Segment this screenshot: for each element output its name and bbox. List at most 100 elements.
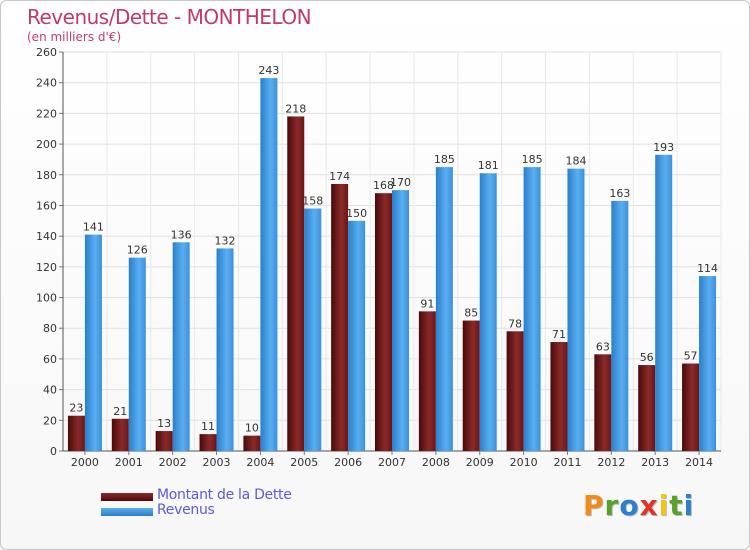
proxiti-logo: Proxiti	[583, 489, 694, 522]
bar-debt	[638, 365, 656, 451]
bar-debt	[287, 116, 305, 451]
y-tick-label: 120	[36, 261, 57, 274]
y-tick-label: 60	[43, 353, 57, 366]
y-tick-label: 0	[50, 445, 57, 458]
data-label-revenus: 141	[83, 221, 104, 234]
logo-letter: r	[604, 489, 620, 522]
data-label-revenus: 114	[697, 262, 718, 275]
bar-debt	[199, 434, 217, 451]
x-tick-label: 2006	[334, 456, 362, 469]
x-tick-label: 2001	[115, 456, 143, 469]
bar-revenus	[479, 173, 497, 451]
y-tick-label: 100	[36, 292, 57, 305]
legend-swatch-debt	[101, 493, 153, 501]
bar-debt	[594, 354, 612, 451]
y-tick-label: 180	[36, 169, 57, 182]
x-tick-label: 2000	[71, 456, 99, 469]
x-tick-label: 2013	[641, 456, 669, 469]
bar-revenus	[216, 248, 234, 451]
bar-revenus	[348, 220, 366, 451]
logo-letter: x	[639, 489, 659, 522]
logo-letter: t	[669, 489, 684, 522]
bar-revenus	[699, 276, 717, 451]
logo-letter: P	[583, 489, 605, 522]
y-tick-label: 80	[43, 322, 57, 335]
x-tick-label: 2003	[203, 456, 231, 469]
y-tick-label: 220	[36, 107, 57, 120]
chart-title: Revenus/Dette - MONTHELON	[27, 5, 312, 29]
data-label-revenus: 132	[215, 234, 236, 247]
bar-debt	[155, 431, 173, 451]
x-tick-label: 2010	[510, 456, 538, 469]
x-tick-label: 2005	[290, 456, 318, 469]
x-tick-label: 2014	[685, 456, 713, 469]
x-tick-label: 2004	[246, 456, 274, 469]
y-tick-label: 40	[43, 384, 57, 397]
x-tick-label: 2009	[466, 456, 494, 469]
bar-revenus	[172, 242, 190, 451]
legend-label-revenus: Revenus	[157, 502, 215, 518]
bar-debt	[418, 311, 436, 451]
bar-revenus	[128, 257, 146, 451]
bar-debt	[67, 415, 85, 451]
data-label-revenus: 243	[258, 64, 279, 77]
y-tick-label: 160	[36, 199, 57, 212]
bar-debt	[111, 418, 129, 451]
data-label-debt: 21	[113, 405, 127, 418]
data-label-debt: 91	[420, 297, 434, 310]
data-label-revenus: 126	[127, 244, 148, 257]
logo-letter: o	[619, 489, 640, 522]
y-tick-label: 260	[36, 46, 57, 59]
y-tick-label: 240	[36, 77, 57, 90]
x-tick-label: 2002	[159, 456, 187, 469]
bar-revenus	[611, 200, 629, 451]
y-tick-label: 20	[43, 414, 57, 427]
data-label-revenus: 170	[390, 176, 411, 189]
y-tick-label: 140	[36, 230, 57, 243]
data-label-debt: 56	[640, 351, 654, 364]
bar-debt	[506, 331, 524, 451]
bar-revenus	[567, 168, 585, 451]
data-label-revenus: 185	[522, 153, 543, 166]
x-tick-label: 2011	[553, 456, 581, 469]
x-tick-label: 2012	[597, 456, 625, 469]
chart-subtitle: (en milliers d'€)	[27, 30, 122, 44]
data-label-debt: 11	[201, 420, 215, 433]
data-label-revenus: 150	[346, 207, 367, 220]
data-label-debt: 174	[329, 170, 350, 183]
bar-debt	[375, 193, 392, 451]
bar-revenus	[523, 167, 541, 451]
bar-revenus	[260, 78, 278, 451]
legend-swatch-revenus	[101, 508, 153, 516]
data-label-debt: 85	[464, 307, 478, 320]
data-label-revenus: 184	[565, 155, 586, 168]
bar-debt	[462, 320, 480, 451]
data-label-revenus: 193	[653, 141, 674, 154]
bar-revenus	[304, 208, 322, 451]
data-label-revenus: 185	[434, 153, 455, 166]
bar-revenus	[435, 167, 453, 451]
bar-revenus	[392, 190, 409, 451]
data-label-debt: 218	[285, 102, 306, 115]
bar-revenus	[655, 154, 673, 452]
bar-revenus	[84, 234, 102, 451]
bar-debt	[243, 435, 261, 451]
data-label-debt: 63	[596, 340, 610, 353]
bar-debt	[331, 183, 349, 451]
x-tick-label: 2007	[378, 456, 406, 469]
y-tick-label: 200	[36, 138, 57, 151]
logo-letter: i	[683, 489, 695, 522]
legend-label-debt: Montant de la Dette	[157, 487, 292, 503]
data-label-revenus: 158	[302, 195, 323, 208]
logo-letter: i	[658, 489, 670, 522]
bar-debt	[682, 363, 700, 451]
data-label-debt: 13	[157, 417, 171, 430]
x-tick-label: 2008	[422, 456, 450, 469]
data-label-revenus: 136	[171, 228, 192, 241]
data-label-debt: 78	[508, 317, 522, 330]
data-label-debt: 23	[69, 402, 83, 415]
data-labels: 23 141 21 126 13 136 11 132 10 243 218 158 174 150 168…	[69, 64, 718, 435]
data-label-debt: 57	[684, 350, 698, 363]
